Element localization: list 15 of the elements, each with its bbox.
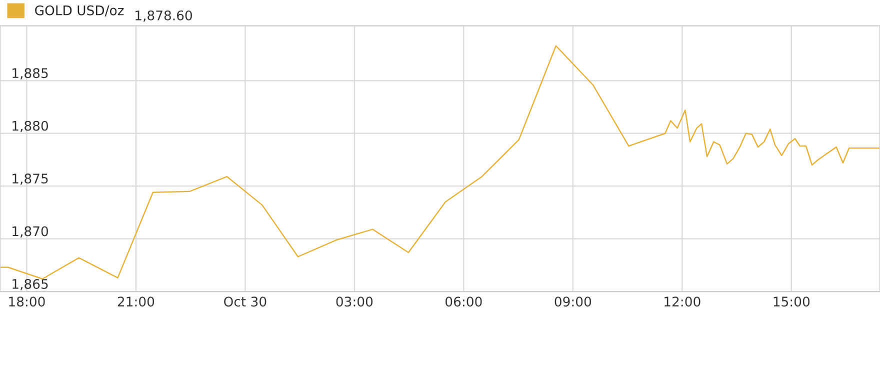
- x-tick-label: 09:00: [554, 296, 592, 307]
- legend-label: GOLD USD/oz: [35, 5, 124, 16]
- text: 1,878.60: [136, 10, 192, 22]
- x-tick-label: Oct 30: [224, 296, 266, 307]
- y-tick-label: 1,870: [12, 226, 48, 238]
- x-tick-label: 06:00: [446, 296, 482, 307]
- x-tick-label: 15:00: [774, 296, 810, 307]
- x-tick-label: 21:00: [118, 296, 154, 307]
- x-tick-label: 12:00: [664, 296, 700, 307]
- y-tick-label: 1,875: [12, 174, 48, 185]
- y-tick-label: 1,865: [12, 278, 48, 290]
- y-tick-label: 1,885: [12, 68, 48, 80]
- y-tick-label: 1,880: [12, 120, 48, 132]
- x-tick-label: 03:00: [336, 296, 373, 307]
- x-tick-label: 18:00: [9, 296, 45, 307]
